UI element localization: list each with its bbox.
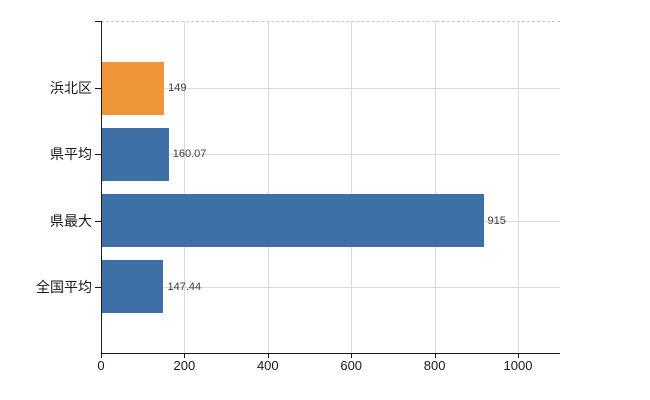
bar-浜北区 <box>102 61 165 115</box>
x-axis-tick <box>518 353 519 358</box>
vertical-gridline <box>434 21 436 353</box>
y-axis-category-tick <box>95 286 101 288</box>
bar-県平均 <box>102 127 169 181</box>
category-label-県最大: 県最大 <box>50 212 92 229</box>
vertical-gridline <box>267 21 269 353</box>
x-tick-label: 0 <box>97 358 105 373</box>
bar-value-label: 915 <box>487 214 506 227</box>
category-label-県平均: 県平均 <box>50 146 92 163</box>
y-axis-category-tick <box>95 154 101 156</box>
vertical-gridline <box>518 21 519 353</box>
vertical-gridline <box>351 21 353 353</box>
bar-value-label: 160.07 <box>172 148 207 161</box>
x-axis-tick <box>434 353 436 358</box>
x-tick-label: 200 <box>173 358 196 373</box>
x-tick-label: 400 <box>256 358 279 373</box>
bar-value-label: 147.44 <box>167 280 202 293</box>
bar-value-label: 149 <box>168 82 187 94</box>
category-label-浜北区: 浜北区 <box>50 80 92 96</box>
x-axis-line <box>101 353 560 354</box>
y-axis-category-tick <box>95 88 101 89</box>
x-axis-tick <box>101 353 102 358</box>
x-axis-tick <box>351 353 353 358</box>
y-axis-category-tick <box>95 220 101 222</box>
top-border-gridline <box>101 21 560 22</box>
y-axis-top-tick <box>95 21 101 22</box>
x-tick-label: 1000 <box>503 358 533 373</box>
category-label-全国平均: 全国平均 <box>36 278 92 295</box>
category-gridline <box>101 286 560 288</box>
x-tick-label: 600 <box>340 358 363 373</box>
bar-県最大 <box>102 194 484 248</box>
x-axis-tick <box>184 353 186 358</box>
category-gridline <box>101 88 560 89</box>
category-gridline <box>101 154 560 156</box>
x-axis-tick <box>267 353 269 358</box>
x-tick-label: 800 <box>423 358 446 373</box>
bar-全国平均 <box>102 260 164 314</box>
y-axis-line <box>101 21 102 354</box>
vertical-gridline <box>184 21 186 353</box>
